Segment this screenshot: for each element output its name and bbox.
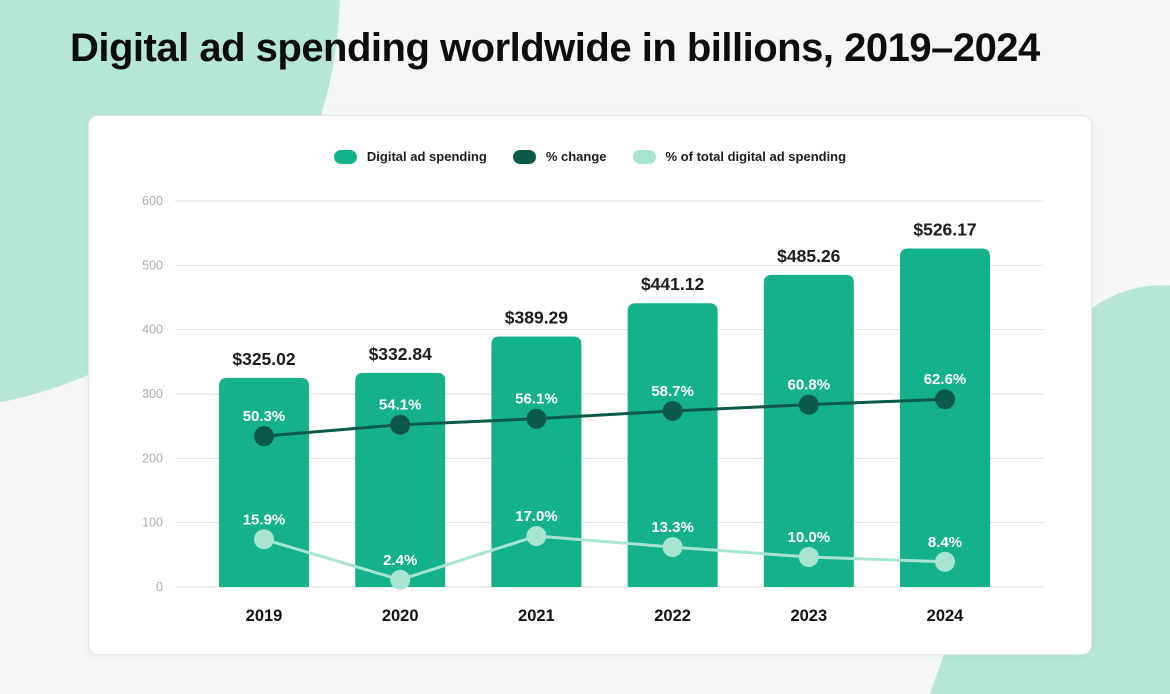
point-1-2022 bbox=[662, 537, 683, 558]
legend-item-digital-ad-spending: Digital ad spending bbox=[333, 149, 487, 164]
chart-legend: Digital ad spending % change % of total … bbox=[89, 149, 1091, 164]
page-title: Digital ad spending worldwide in billion… bbox=[70, 26, 1040, 70]
x-label-2020: 2020 bbox=[382, 607, 419, 625]
bar-value-label-2022: $441.12 bbox=[641, 274, 705, 294]
y-tick-0: 0 bbox=[156, 580, 163, 594]
point-0-2024 bbox=[935, 389, 955, 410]
legend-item-percent-of-total: % of total digital ad spending bbox=[632, 149, 847, 164]
legend-swatch-bar bbox=[333, 149, 357, 164]
point-label-0-2024: 62.6% bbox=[924, 371, 967, 388]
bar-value-label-2023: $485.26 bbox=[777, 246, 841, 266]
point-label-1-2021: 17.0% bbox=[515, 508, 558, 525]
bar-2024 bbox=[900, 248, 990, 587]
point-label-1-2020: 2.4% bbox=[383, 552, 417, 569]
y-tick-400: 400 bbox=[142, 323, 163, 337]
point-label-0-2020: 54.1% bbox=[379, 397, 422, 414]
point-1-2021 bbox=[526, 526, 547, 547]
legend-label: Digital ad spending bbox=[366, 149, 487, 164]
x-label-2023: 2023 bbox=[790, 607, 827, 625]
combo-chart: 0 100 200 300 400 500 600 $325.02 $332.84 $389.29… bbox=[142, 194, 1044, 625]
bar-2022 bbox=[627, 303, 718, 587]
x-label-2021: 2021 bbox=[518, 607, 555, 625]
point-1-2023 bbox=[798, 547, 819, 568]
x-label-2022: 2022 bbox=[654, 607, 691, 625]
point-label-1-2019: 15.9% bbox=[243, 511, 286, 528]
legend-item-percent-change: % change bbox=[512, 149, 607, 164]
point-0-2020 bbox=[390, 414, 411, 435]
point-label-0-2022: 58.7% bbox=[651, 383, 694, 400]
point-1-2019 bbox=[254, 529, 274, 550]
point-0-2019 bbox=[254, 426, 274, 447]
chart-card: Digital ad spending % change % of total … bbox=[88, 115, 1092, 655]
x-label-2024: 2024 bbox=[927, 607, 965, 625]
point-label-1-2024: 8.4% bbox=[928, 534, 962, 551]
x-label-2019: 2019 bbox=[246, 607, 283, 625]
point-label-1-2023: 10.0% bbox=[788, 529, 831, 546]
y-tick-300: 300 bbox=[142, 387, 163, 401]
legend-swatch-pct-change bbox=[512, 149, 536, 164]
point-label-0-2023: 60.8% bbox=[788, 377, 831, 394]
point-label-0-2019: 50.3% bbox=[243, 408, 286, 425]
point-0-2021 bbox=[526, 408, 547, 429]
legend-swatch-pct-total bbox=[632, 149, 656, 164]
bar-value-label-2024: $526.17 bbox=[913, 219, 976, 239]
legend-label: % change bbox=[545, 149, 607, 164]
y-tick-500: 500 bbox=[142, 258, 163, 272]
point-label-0-2021: 56.1% bbox=[515, 391, 558, 408]
line-series-0 bbox=[262, 397, 947, 438]
point-0-2022 bbox=[662, 400, 683, 421]
line-series-1 bbox=[262, 534, 947, 582]
bar-2019 bbox=[219, 377, 309, 587]
bar-2023 bbox=[763, 274, 854, 587]
y-tick-600: 600 bbox=[142, 194, 163, 208]
point-1-2024 bbox=[935, 551, 955, 572]
bar-value-label-2021: $389.29 bbox=[505, 308, 569, 328]
point-0-2023 bbox=[798, 394, 819, 415]
y-tick-200: 200 bbox=[142, 451, 163, 465]
bar-value-label-2019: $325.02 bbox=[232, 349, 296, 369]
point-1-2020 bbox=[390, 569, 411, 590]
y-tick-100: 100 bbox=[142, 516, 163, 530]
bar-2021 bbox=[491, 336, 582, 587]
point-label-1-2022: 13.3% bbox=[651, 519, 694, 536]
legend-label: % of total digital ad spending bbox=[665, 149, 847, 164]
bar-value-label-2020: $332.84 bbox=[369, 344, 433, 364]
